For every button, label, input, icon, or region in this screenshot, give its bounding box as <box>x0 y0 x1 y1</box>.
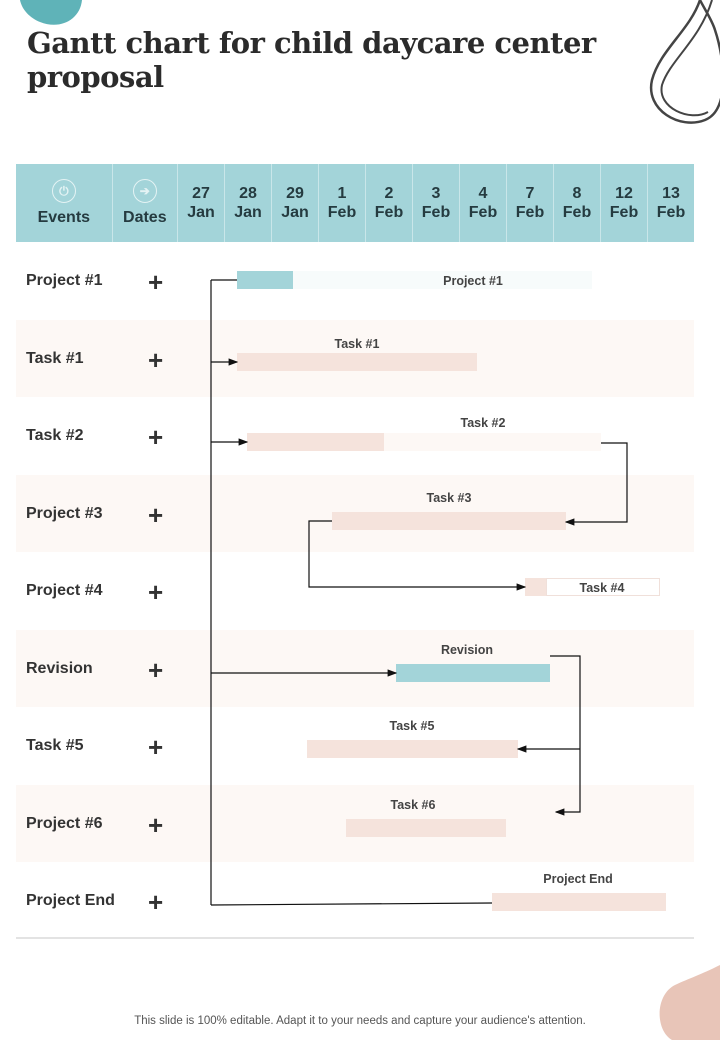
expand-plus-icon[interactable]: + <box>148 732 164 762</box>
row-label: Project End <box>26 892 115 909</box>
date-column-header: 8 Feb <box>554 164 601 242</box>
date-column-header: 1 Feb <box>319 164 366 242</box>
date-column-header: 13 Feb <box>648 164 694 242</box>
expand-plus-icon[interactable]: + <box>148 422 164 452</box>
bar-label: Task #6 <box>390 798 436 812</box>
table-row: Revision + <box>16 629 694 707</box>
date-column-header: 3 Feb <box>413 164 460 242</box>
bar-label: Revision <box>440 643 494 657</box>
expand-plus-icon[interactable]: + <box>148 577 164 607</box>
table-row: Project #1 + <box>16 242 694 319</box>
gantt-bar <box>247 433 384 451</box>
date-day: 1 <box>337 185 347 202</box>
gantt-bar <box>293 271 592 289</box>
date-month: Feb <box>327 204 357 221</box>
teal-blob-decoration <box>20 0 82 25</box>
gantt-bar <box>525 578 546 596</box>
bar-label: Task #3 <box>426 491 472 505</box>
date-column-header: 2 Feb <box>366 164 413 242</box>
row-label: Project #4 <box>26 582 103 599</box>
table-row: Task #2 + <box>16 397 694 474</box>
date-column-header: 29 Jan <box>272 164 319 242</box>
expand-plus-icon[interactable]: + <box>148 654 164 685</box>
date-day: 27 <box>192 185 210 202</box>
header-dates: ➔ Dates <box>113 164 178 242</box>
row-label: Task #5 <box>26 737 84 754</box>
loop-line-decoration-inner <box>660 0 713 117</box>
date-month: Jan <box>281 204 309 221</box>
gantt-bar <box>492 893 666 911</box>
gantt-bar <box>546 578 660 596</box>
expand-plus-icon[interactable]: + <box>148 887 164 917</box>
date-day: 3 <box>431 185 441 202</box>
date-month: Feb <box>656 204 686 221</box>
dependency-arrow <box>308 520 527 591</box>
expand-plus-icon[interactable]: + <box>148 267 164 297</box>
date-day: 12 <box>615 185 633 202</box>
date-month: Feb <box>609 204 639 221</box>
gantt-bar <box>307 740 518 758</box>
row-label: Revision <box>26 659 93 677</box>
row-label: Project #3 <box>26 504 103 522</box>
events-label: Events <box>37 209 91 226</box>
date-day: 7 <box>525 185 535 202</box>
dependency-arrow <box>550 655 581 816</box>
bar-label: Task #1 <box>334 337 380 351</box>
row-label: Task #2 <box>26 427 84 444</box>
dependency-arrow <box>564 442 628 526</box>
bar-label: Task #2 <box>460 416 506 430</box>
gantt-bar <box>396 664 550 682</box>
bar-label: Project #1 <box>443 274 503 288</box>
date-month: Jan <box>234 204 262 221</box>
date-month: Feb <box>515 204 545 221</box>
bar-label: Task #5 <box>389 719 435 733</box>
dependency-arrow <box>210 902 493 906</box>
date-column-header: 12 Feb <box>601 164 648 242</box>
date-month: Feb <box>468 204 498 221</box>
date-month: Feb <box>421 204 451 221</box>
date-day: 2 <box>384 185 394 202</box>
date-day: 29 <box>286 185 304 202</box>
date-column-header: 28 Jan <box>225 164 272 242</box>
header-events: ⏻ Events <box>16 164 113 242</box>
divider <box>16 937 694 939</box>
row-label: Task #1 <box>26 349 84 367</box>
expand-plus-icon[interactable]: + <box>148 344 164 375</box>
date-day: 4 <box>478 185 488 202</box>
date-day: 13 <box>662 185 680 202</box>
page-title: Gantt chart for child daycare center pro… <box>27 26 596 94</box>
table-row: Project End + <box>16 862 694 939</box>
arrow-circle-icon: ➔ <box>132 179 157 203</box>
bar-label: Task #4 <box>579 581 625 595</box>
row-label: Project #1 <box>26 272 103 289</box>
date-month: Feb <box>374 204 404 221</box>
power-icon: ⏻ <box>51 179 76 203</box>
date-column-header: 27 Jan <box>178 164 225 242</box>
gantt-bar <box>332 512 566 530</box>
gantt-bar <box>384 433 601 451</box>
dates-label: Dates <box>123 209 167 226</box>
bar-label: Project End <box>543 872 613 886</box>
expand-plus-icon[interactable]: + <box>148 499 164 530</box>
gantt-bar <box>237 271 293 289</box>
date-month: Jan <box>187 204 215 221</box>
date-day: 28 <box>239 185 257 202</box>
date-column-header: 7 Feb <box>507 164 554 242</box>
table-row: Task #5 + <box>16 707 694 784</box>
gantt-bar <box>346 819 506 837</box>
footer-note: This slide is 100% editable. Adapt it to… <box>134 1015 586 1027</box>
table-header: ⏻ Events ➔ Dates 27 Jan 28 Jan 29 Jan 1 Feb 2 Feb… <box>16 164 694 242</box>
date-column-header: 4 Feb <box>460 164 507 242</box>
gantt-bar <box>237 353 477 371</box>
table-row: Project #4 + <box>16 552 694 629</box>
expand-plus-icon[interactable]: + <box>148 809 164 840</box>
date-day: 8 <box>572 185 582 202</box>
row-label: Project #6 <box>26 814 103 832</box>
date-month: Feb <box>562 204 592 221</box>
loop-line-decoration <box>649 0 720 124</box>
pink-blob-decoration <box>659 965 720 1040</box>
